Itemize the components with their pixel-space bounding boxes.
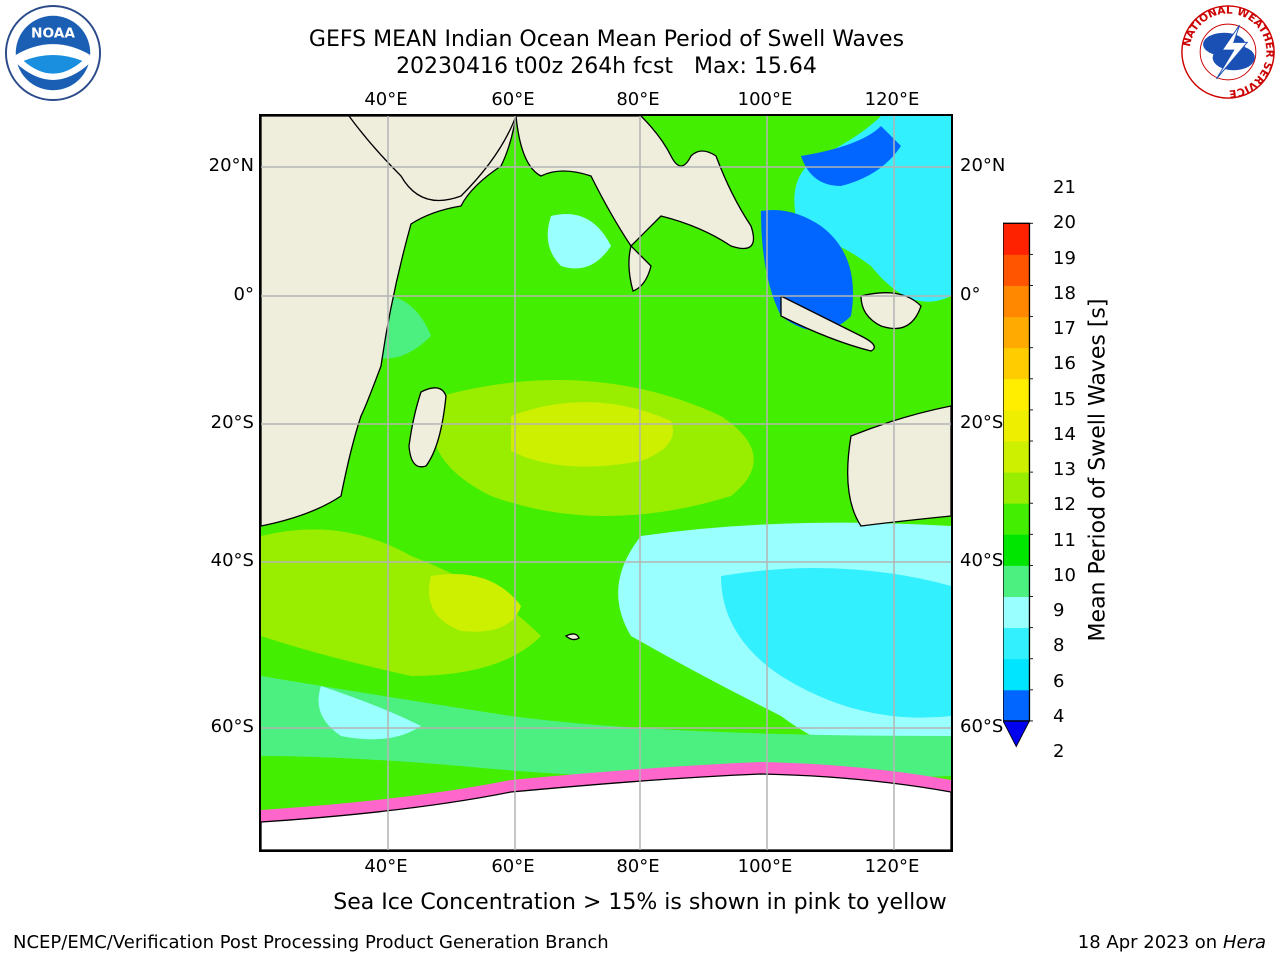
colorbar-swatch	[1003, 565, 1030, 597]
colorbar-under-arrow	[1003, 720, 1031, 748]
colorbar-tick-label: 6	[1053, 670, 1065, 692]
noaa-logo-text: NOAA	[31, 25, 75, 41]
lat-label-right-40s: 40°S	[960, 550, 1004, 571]
lat-label-right-20n: 20°N	[960, 155, 1006, 176]
sea-ice-note: Sea Ice Concentration > 15% is shown in …	[333, 890, 947, 915]
map-title: GEFS MEAN Indian Ocean Mean Period of Sw…	[308, 27, 905, 52]
nws-logo: NATIONAL WEATHER SERVICE	[1181, 4, 1276, 99]
noaa-logo: NOAA	[4, 4, 102, 102]
forecast-info: 20230416 t00z 264h fcst	[396, 54, 674, 79]
antarctica-land	[261, 773, 951, 850]
kerguelen-island	[564, 633, 580, 641]
field-patch-13s	[511, 402, 673, 467]
colorbar-swatch	[1003, 627, 1030, 660]
lat-label-right-60s: 60°S	[960, 716, 1004, 737]
map-panel	[259, 114, 953, 852]
asia-land	[515, 116, 755, 250]
colorbar-tick-label: 21	[1053, 177, 1076, 198]
lon-label-top-40e: 40°E	[364, 89, 408, 110]
lat-label-left-20n: 20°N	[208, 155, 254, 176]
field-patch-13s-south	[429, 574, 521, 632]
field-patch-12s-south	[261, 529, 541, 676]
colorbar-tick-label: 11	[1053, 529, 1076, 551]
field-patch-8s-southwest	[318, 686, 421, 740]
colorbar-tick-label: 9	[1053, 600, 1065, 621]
colorbar-tick-label: 20	[1053, 212, 1076, 234]
field-patch-3s-north	[801, 126, 901, 186]
colorbar-swatch	[1003, 347, 1030, 380]
lon-label-bottom-120e: 120°E	[864, 856, 920, 877]
colorbar-tick-label: 13	[1053, 459, 1076, 480]
colorbar	[1003, 222, 1033, 748]
graticule	[261, 116, 951, 850]
colorbar-tick-label: 18	[1053, 282, 1076, 304]
colorbar-swatch	[1003, 472, 1030, 504]
lon-label-bottom-40e: 40°E	[364, 856, 408, 877]
map-subtitle: 20230416 t00z 264h fcst Max: 15.64	[0, 54, 1213, 79]
colorbar-swatches	[1003, 223, 1030, 722]
colorbar-tick-label: 16	[1053, 353, 1076, 375]
sumatra-java-land	[780, 294, 875, 352]
colorbar-swatch	[1003, 316, 1030, 349]
lon-label-bottom-100e: 100°E	[737, 856, 793, 877]
lon-label-top-60e: 60°E	[491, 89, 535, 110]
colorbar-tick-label: 2	[1053, 741, 1065, 762]
lon-label-top-80e: 80°E	[616, 89, 660, 110]
colorbar-tick-label: 14	[1053, 423, 1076, 445]
lat-label-right-20s: 20°S	[960, 412, 1004, 433]
lon-label-bottom-60e: 60°E	[491, 856, 535, 877]
arabia-land	[348, 116, 517, 202]
colorbar-title: Mean Period of Swell Waves [s]	[1085, 298, 1111, 642]
colorbar-swatch	[1003, 441, 1030, 473]
madagascar-land	[408, 387, 447, 468]
footer-organization: NCEP/EMC/Verification Post Processing Pr…	[13, 932, 609, 953]
lat-label-left-60s: 60°S	[210, 716, 254, 737]
colorbar-tick-label: 17	[1053, 318, 1076, 339]
colorbar-tick-label: 12	[1053, 494, 1076, 516]
lat-label-left-0: 0°	[233, 284, 254, 305]
colorbar-swatch	[1003, 285, 1030, 318]
colorbar-tick-label: 4	[1053, 705, 1065, 727]
colorbar-outline	[1003, 222, 1031, 722]
colorbar-swatch	[1003, 503, 1030, 535]
colorbar-tick-label: 15	[1053, 388, 1076, 410]
colorbar-tick-label: 10	[1053, 564, 1076, 586]
colorbar-tick-label: 8	[1053, 635, 1065, 657]
colorbar-swatch	[1003, 596, 1030, 629]
footer-machine: Hera	[1222, 932, 1266, 953]
colorbar-swatch	[1003, 658, 1030, 691]
lat-label-left-20s: 20°S	[210, 412, 254, 433]
footer-date-text: 18 Apr 2023 on	[1077, 932, 1218, 953]
colorbar-swatch	[1003, 689, 1030, 722]
lon-label-top-120e: 120°E	[864, 89, 920, 110]
field-patch-8s-arabian	[547, 214, 611, 269]
colorbar-swatch	[1003, 378, 1030, 411]
map-canvas	[261, 116, 951, 850]
colorbar-swatch	[1003, 254, 1030, 286]
lon-label-top-100e: 100°E	[737, 89, 793, 110]
lat-label-right-0: 0°	[960, 284, 981, 305]
australia-land	[847, 405, 951, 527]
lon-label-bottom-80e: 80°E	[616, 856, 660, 877]
colorbar-swatch	[1003, 409, 1030, 442]
footer-date: 18 Apr 2023 on Hera	[1078, 932, 1266, 953]
colorbar-swatch	[1003, 223, 1030, 255]
colorbar-swatch	[1003, 534, 1030, 566]
colorbar-tick-label: 19	[1053, 247, 1076, 269]
lat-label-left-40s: 40°S	[210, 550, 254, 571]
max-value: Max: 15.64	[694, 54, 817, 79]
